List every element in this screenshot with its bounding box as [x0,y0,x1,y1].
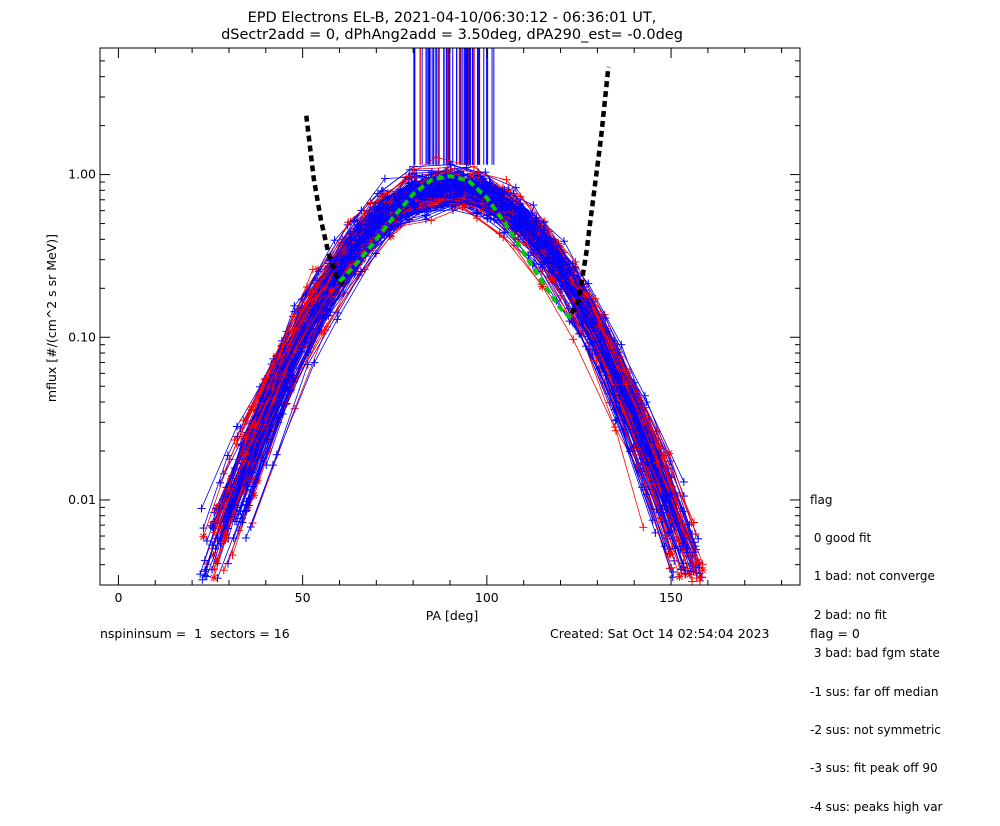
y-tick-label: 0.10 [68,329,96,344]
data-point [199,533,207,541]
data-point [665,449,673,457]
data-point [381,175,389,183]
data-layer [196,48,707,585]
chart-title-line2: dSectr2add = 0, dPhAng2add = 3.50deg, dP… [221,27,683,43]
data-point [226,455,234,463]
y-axis-label: mflux [#/(cm^2 s sr MeV)] [44,234,59,402]
x-axis-label: PA [deg] [426,608,479,623]
y-tick-label: 1.00 [68,167,96,182]
data-point [220,566,228,574]
data-point [549,274,557,282]
chart-title-line1: EPD Electrons EL-B, 2021-04-10/06:30:12 … [248,10,657,26]
data-point [242,534,250,542]
data-point [641,392,649,400]
data-point [314,281,322,289]
data-point [666,550,674,558]
x-tick-label: 100 [475,590,499,605]
data-point [680,478,688,486]
data-point [529,201,537,209]
footer-created: Created: Sat Oct 14 02:54:04 2023 [550,626,770,641]
legend-item: -3 sus: fit peak off 90 [810,762,942,775]
y-tick-label: 0.01 [68,492,96,507]
x-tick-label: 150 [659,590,683,605]
legend-item: -1 sus: far off median [810,686,942,699]
data-point [333,315,341,323]
data-point [676,573,684,581]
data-point [611,423,619,431]
flag-legend: flag 0 good fit 1 bad: not converge 2 ba… [810,468,942,826]
legend-item: 0 good fit [810,532,942,545]
data-point [669,573,677,581]
legend-item: -2 sus: not symmetric [810,724,942,737]
legend-item: 3 bad: bad fgm state [810,647,942,660]
pa-distribution-line [228,172,698,562]
pa-distribution-line [245,184,702,570]
footer-left: nspininsum = 1 sectors = 16 [100,626,290,641]
data-point [247,523,255,531]
legend-item: 1 bad: not converge [810,570,942,583]
data-point [269,461,277,469]
data-point [210,574,218,582]
data-point [251,421,259,429]
data-point [427,216,435,224]
x-tick-label: 50 [295,590,311,605]
footer-flag: flag = 0 [810,626,860,641]
pa-distribution-line [245,182,700,581]
x-tick-label: 0 [114,590,122,605]
legend-title: flag [810,494,942,507]
legend-item: -4 sus: peaks high var [810,801,942,814]
data-point [639,523,647,531]
data-point [198,504,206,512]
legend-item: 2 bad: no fit [810,609,942,622]
data-point [569,335,577,343]
